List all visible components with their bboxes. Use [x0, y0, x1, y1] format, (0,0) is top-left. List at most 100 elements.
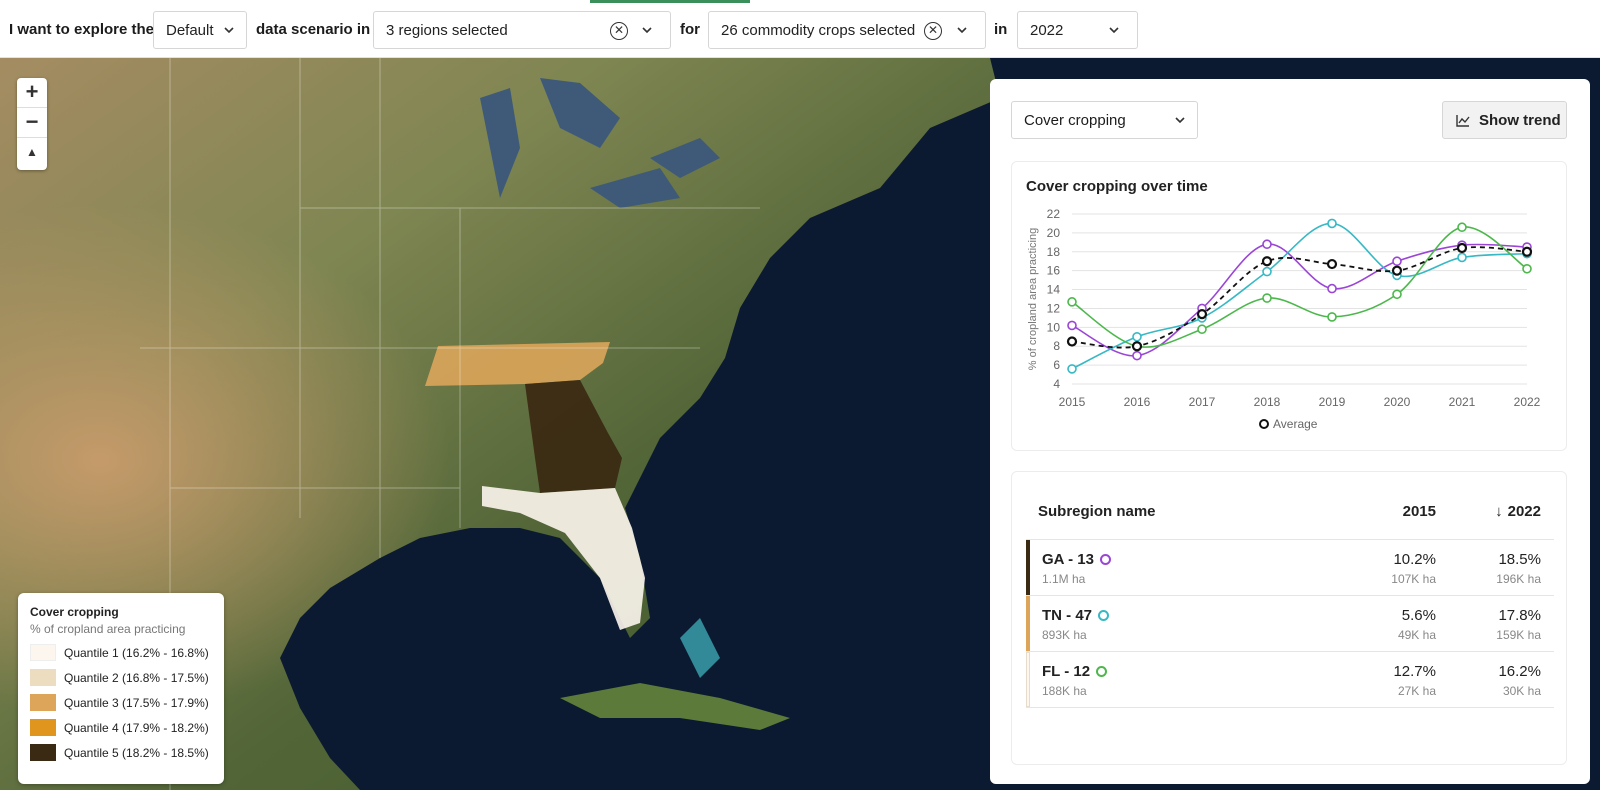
legend-swatch [30, 669, 56, 686]
in-text: in [994, 21, 1008, 38]
legend-label: Quantile 1 (16.2% - 16.8%) [64, 645, 209, 660]
state-borders [140, 58, 760, 790]
data-point-ga-13 [1392, 256, 1402, 267]
for-text: for [680, 21, 700, 38]
data-point-average [1261, 256, 1273, 267]
header-2022[interactable]: ↓ 2022 [1495, 503, 1541, 520]
y-tick-label: 14 [1047, 283, 1061, 297]
data-point-average [1456, 242, 1468, 254]
data-point-fl-12 [1067, 297, 1077, 307]
header-subregion-name[interactable]: Subregion name [1038, 503, 1156, 520]
header-2022-label: 2022 [1507, 503, 1541, 520]
zoom-in-button[interactable]: + [17, 78, 47, 108]
data-point-fl-12 [1457, 222, 1467, 233]
data-point-fl-12 [1522, 263, 1532, 274]
y-tick-label: 8 [1053, 339, 1060, 353]
data-point-average [1066, 336, 1078, 347]
zoom-out-button[interactable]: − [17, 108, 47, 138]
crops-select[interactable]: 26 commodity crops selected ✕ [708, 11, 986, 49]
x-tick-label: 2018 [1254, 395, 1281, 409]
series-line-tn-47 [1071, 222, 1528, 370]
y-tick-label: 4 [1053, 377, 1060, 391]
scenario-select[interactable]: Default [153, 11, 247, 49]
table-header: Subregion name 2015 ↓ 2022 [1026, 472, 1554, 540]
compass-button[interactable]: ▲ [26, 145, 38, 159]
data-point-ga-13 [1262, 239, 1272, 250]
map-controls: + − ▲ [17, 78, 47, 170]
series-marker-icon [1096, 666, 1108, 677]
y-tick-label: 16 [1047, 264, 1061, 278]
regions-select[interactable]: 3 regions selected ✕ [373, 11, 671, 49]
data-point-tn-47 [1327, 218, 1337, 229]
x-tick-label: 2022 [1514, 395, 1541, 409]
row-area-2022: 159K ha [1496, 628, 1541, 642]
scenario-suffix-text: data scenario in [256, 21, 371, 38]
x-tick-label: 2020 [1384, 395, 1411, 409]
row-subregion-name: GA - 13 [1042, 551, 1111, 568]
metric-select[interactable]: Cover cropping [1011, 101, 1198, 139]
row-value-2015: 5.6% [1401, 607, 1436, 624]
row-area-2015: 27K ha [1397, 684, 1436, 698]
data-point-tn-47 [1457, 252, 1467, 263]
y-tick-label: 6 [1053, 358, 1060, 372]
y-tick-label: 22 [1047, 207, 1061, 221]
row-value-2015: 12.7% [1393, 663, 1436, 680]
active-tab-indicator [590, 0, 750, 3]
legend-item: Quantile 5 (18.2% - 18.5%) [30, 744, 212, 761]
row-area: 1.1M ha [1042, 572, 1086, 586]
row-name-text: TN - 47 [1042, 607, 1093, 624]
chevron-down-icon [1175, 117, 1185, 124]
map-legend: Cover cropping % of cropland area practi… [18, 593, 224, 784]
row-name-text: FL - 12 [1042, 663, 1091, 680]
data-point-tn-47 [1262, 266, 1272, 277]
show-trend-label: Show trend [1479, 112, 1561, 129]
row-area-2015: 107K ha [1391, 572, 1436, 586]
data-point-ga-13 [1132, 350, 1142, 361]
line-chart-icon [1456, 115, 1470, 127]
series-line-average [1071, 246, 1528, 349]
series-marker-icon [1098, 610, 1110, 621]
bahamas [680, 618, 720, 678]
legend-label: Quantile 2 (16.8% - 17.5%) [64, 670, 209, 685]
x-tick-label: 2015 [1059, 395, 1086, 409]
table-row[interactable]: FL - 12 188K ha 12.7% 27K ha 16.2% 30K ha [1026, 652, 1554, 708]
y-tick-label: 18 [1047, 245, 1061, 259]
filter-prefix-text: I want to explore the [9, 21, 155, 38]
tennessee-region [425, 342, 610, 386]
show-trend-button[interactable]: Show trend [1442, 101, 1567, 139]
sort-down-icon: ↓ [1495, 503, 1503, 520]
data-point-average [1391, 265, 1403, 276]
table-row[interactable]: GA - 13 1.1M ha 10.2% 107K ha 18.5% 196K ha [1026, 540, 1554, 596]
row-color-bar [1026, 652, 1030, 707]
data-point-fl-12 [1392, 289, 1402, 300]
legend-subtitle: % of cropland area practicing [30, 622, 186, 636]
filter-bar: I want to explore the Default data scena… [0, 0, 1600, 58]
year-value: 2022 [1030, 22, 1064, 39]
row-color-bar [1026, 540, 1030, 595]
legend-item: Quantile 1 (16.2% - 16.8%) [30, 644, 212, 661]
data-point-average [1521, 246, 1533, 257]
chevron-down-icon [1109, 27, 1119, 34]
row-value-2015: 10.2% [1393, 551, 1436, 568]
data-point-tn-47 [1067, 364, 1077, 374]
legend-item: Quantile 4 (17.9% - 18.2%) [30, 719, 212, 736]
legend-swatch [30, 719, 56, 736]
chevron-down-icon [957, 27, 967, 34]
header-2015[interactable]: 2015 [1402, 503, 1436, 520]
legend-label: Quantile 3 (17.5% - 17.9%) [64, 695, 209, 710]
chart-title: Cover cropping over time [1026, 178, 1208, 195]
table-row[interactable]: TN - 47 893K ha 5.6% 49K ha 17.8% 159K ha [1026, 596, 1554, 652]
y-axis-label: % of cropland area practicing [1027, 228, 1039, 370]
clear-crops-icon[interactable]: ✕ [924, 22, 942, 40]
row-subregion-name: FL - 12 [1042, 663, 1108, 680]
x-tick-label: 2016 [1124, 395, 1151, 409]
legend-label-average: Average [1273, 417, 1318, 431]
year-select[interactable]: 2022 [1017, 11, 1138, 49]
data-point-tn-47 [1132, 331, 1142, 342]
data-point-average [1131, 341, 1143, 352]
clear-regions-icon[interactable]: ✕ [610, 22, 628, 40]
legend-swatch [30, 744, 56, 761]
series-marker-icon [1099, 554, 1111, 565]
subregion-table: Subregion name 2015 ↓ 2022 GA - 13 1.1M ha… [1011, 471, 1567, 765]
